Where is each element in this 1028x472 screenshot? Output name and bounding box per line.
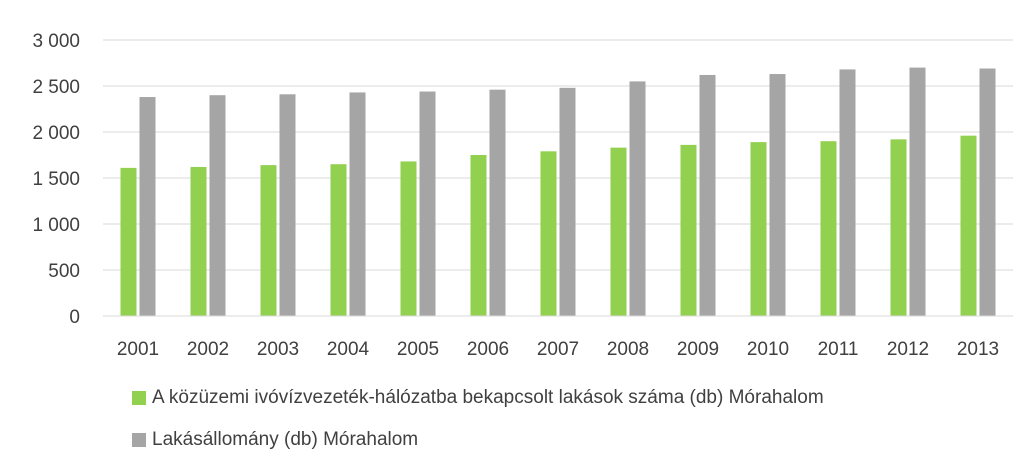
bar-housing-stock (839, 69, 856, 316)
bar-housing-stock (979, 68, 996, 317)
bar-connected-households (820, 141, 837, 316)
y-tick-label: 3 000 (32, 31, 80, 52)
bar-housing-stock (559, 87, 576, 316)
x-tick-label: 2004 (327, 339, 370, 360)
bar-housing-stock (279, 94, 296, 316)
bar-housing-stock (139, 97, 156, 316)
y-tick-label: 1 500 (32, 169, 80, 190)
legend-swatch-green (132, 391, 146, 405)
bar-connected-households (680, 144, 697, 316)
bar-housing-stock (769, 74, 786, 316)
x-tick-label: 2011 (818, 339, 859, 360)
y-tick-label: 500 (48, 261, 80, 282)
bar-connected-households (120, 167, 137, 316)
x-tick-label: 2002 (187, 339, 229, 360)
bar-housing-stock (699, 74, 716, 317)
bar-housing-stock (419, 91, 436, 317)
legend-swatch-gray (132, 433, 146, 447)
y-tick-label: 2 500 (32, 77, 80, 98)
bar-housing-stock (489, 89, 506, 317)
gridlines (103, 39, 1013, 271)
x-tick-label: 2010 (747, 339, 789, 360)
legend-item-housing-stock: Lakásállomány (db) Mórahalom (132, 426, 824, 454)
x-tick-label: 2003 (257, 339, 299, 360)
bar-connected-households (540, 151, 557, 316)
bar-connected-households (610, 147, 627, 316)
bars (120, 67, 996, 317)
x-tick-label: 2008 (607, 339, 649, 360)
x-tick-label: 2001 (117, 339, 159, 360)
x-tick-label: 2007 (537, 339, 579, 360)
x-tick-label: 2013 (957, 339, 999, 360)
bar-housing-stock (209, 95, 226, 316)
legend: A közüzemi ivóvízvezeték-hálózatba bekap… (132, 384, 824, 468)
legend-item-connected-households: A közüzemi ivóvízvezeték-hálózatba bekap… (132, 384, 824, 412)
y-tick-label: 2 000 (32, 123, 80, 144)
bar-housing-stock (349, 92, 366, 316)
legend-label: Lakásállomány (db) Mórahalom (152, 429, 419, 450)
bar-connected-households (960, 135, 977, 316)
y-tick-label: 1 000 (32, 215, 80, 236)
bar-housing-stock (629, 81, 646, 317)
bar-connected-households (400, 161, 417, 316)
bar-connected-households (470, 155, 487, 316)
x-tick-label: 2006 (467, 339, 509, 360)
legend-label: A közüzemi ivóvízvezeték-hálózatba bekap… (152, 387, 824, 408)
x-tick-label: 2005 (397, 339, 439, 360)
y-tick-label: 0 (69, 307, 80, 328)
x-tick-label: 2012 (887, 339, 929, 360)
y-axis-ticks: 0 500 1 000 1 500 2 000 2 500 3 000 (32, 31, 80, 328)
x-tick-label: 2009 (677, 339, 719, 360)
bar-connected-households (260, 165, 277, 316)
bar-housing-stock (909, 67, 926, 316)
bar-connected-households (750, 142, 767, 316)
x-axis-ticks: 2001 2002 2003 2004 2005 2006 2007 2008 2009 2010… (117, 339, 999, 360)
bar-connected-households (890, 139, 907, 316)
bar-connected-households (330, 164, 347, 316)
bar-connected-households (190, 166, 207, 316)
